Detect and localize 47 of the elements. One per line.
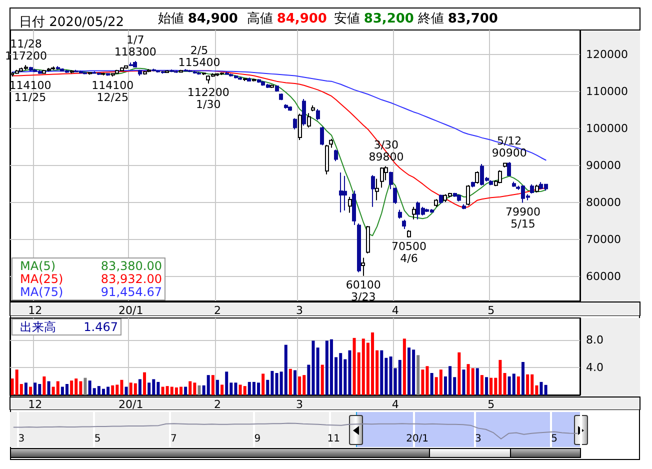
annotation: 114100 11/25	[9, 79, 52, 104]
x-tick-label: 9	[254, 434, 261, 444]
x-tick-label: 5	[488, 304, 495, 317]
y-tick-label: 120000	[586, 48, 628, 62]
annotation: 60100 3/23	[346, 278, 381, 304]
annotation: 2/5 115400	[178, 44, 220, 70]
x-tick-label: 5	[94, 434, 101, 444]
x-tick-label: 12	[28, 398, 42, 411]
x-tick-label: 2	[214, 398, 221, 411]
x-tick-label: 11	[327, 434, 340, 444]
y-tick-label: 8.0	[586, 334, 604, 346]
x-tick-label: 7	[170, 434, 177, 444]
y-tick-label: 4.0	[586, 361, 604, 374]
x-tick-label: 3	[296, 398, 304, 411]
y-tick-label: 100000	[586, 122, 628, 136]
x-tick-label: 20/1	[406, 434, 429, 444]
text: 出来高 1.467	[20, 320, 118, 334]
annotation: 114100 12/25	[92, 79, 134, 104]
text: MA(75) 91,454.67	[20, 285, 162, 299]
text: 終値 83,700	[417, 12, 498, 26]
x-tick-label: 3	[18, 434, 25, 444]
text: 安値 83,200	[334, 10, 414, 26]
x-tick-label: 20/1	[118, 398, 144, 411]
x-tick-label: 2	[214, 304, 221, 317]
x-tick-label: 12	[28, 304, 42, 317]
x-tick-label: 4	[392, 398, 399, 411]
y-tick-label: 90000	[586, 159, 621, 172]
y-tick-label: 60000	[586, 270, 621, 283]
text: MA(5) 83,380.00	[20, 259, 162, 273]
annotation: 79900 5/15	[506, 205, 540, 230]
x-tick-label: 20/1	[118, 304, 144, 317]
text: 高値 84,900	[247, 10, 327, 26]
text: MA(25) 83,932.00	[20, 272, 162, 286]
x-tick-label: 5	[551, 434, 558, 444]
x-tick-label: 5	[488, 398, 495, 411]
text: 始値 84,900	[158, 12, 238, 26]
y-tick-label: 110000	[586, 85, 628, 98]
x-tick-label: 4	[392, 304, 399, 317]
annotation: 70500 4/6	[392, 240, 426, 265]
chart-title: 日付 2020/05/22	[19, 15, 124, 30]
x-tick-label: 3	[475, 434, 482, 444]
annotation: 1/7 118300	[114, 34, 156, 59]
y-tick-label: 70000	[586, 232, 621, 246]
annotation: 112200 1/30	[187, 86, 230, 112]
y-tick-label: 80000	[586, 196, 621, 209]
x-tick-label: 3	[296, 304, 304, 317]
annotation: 5/12 90900	[492, 134, 527, 160]
